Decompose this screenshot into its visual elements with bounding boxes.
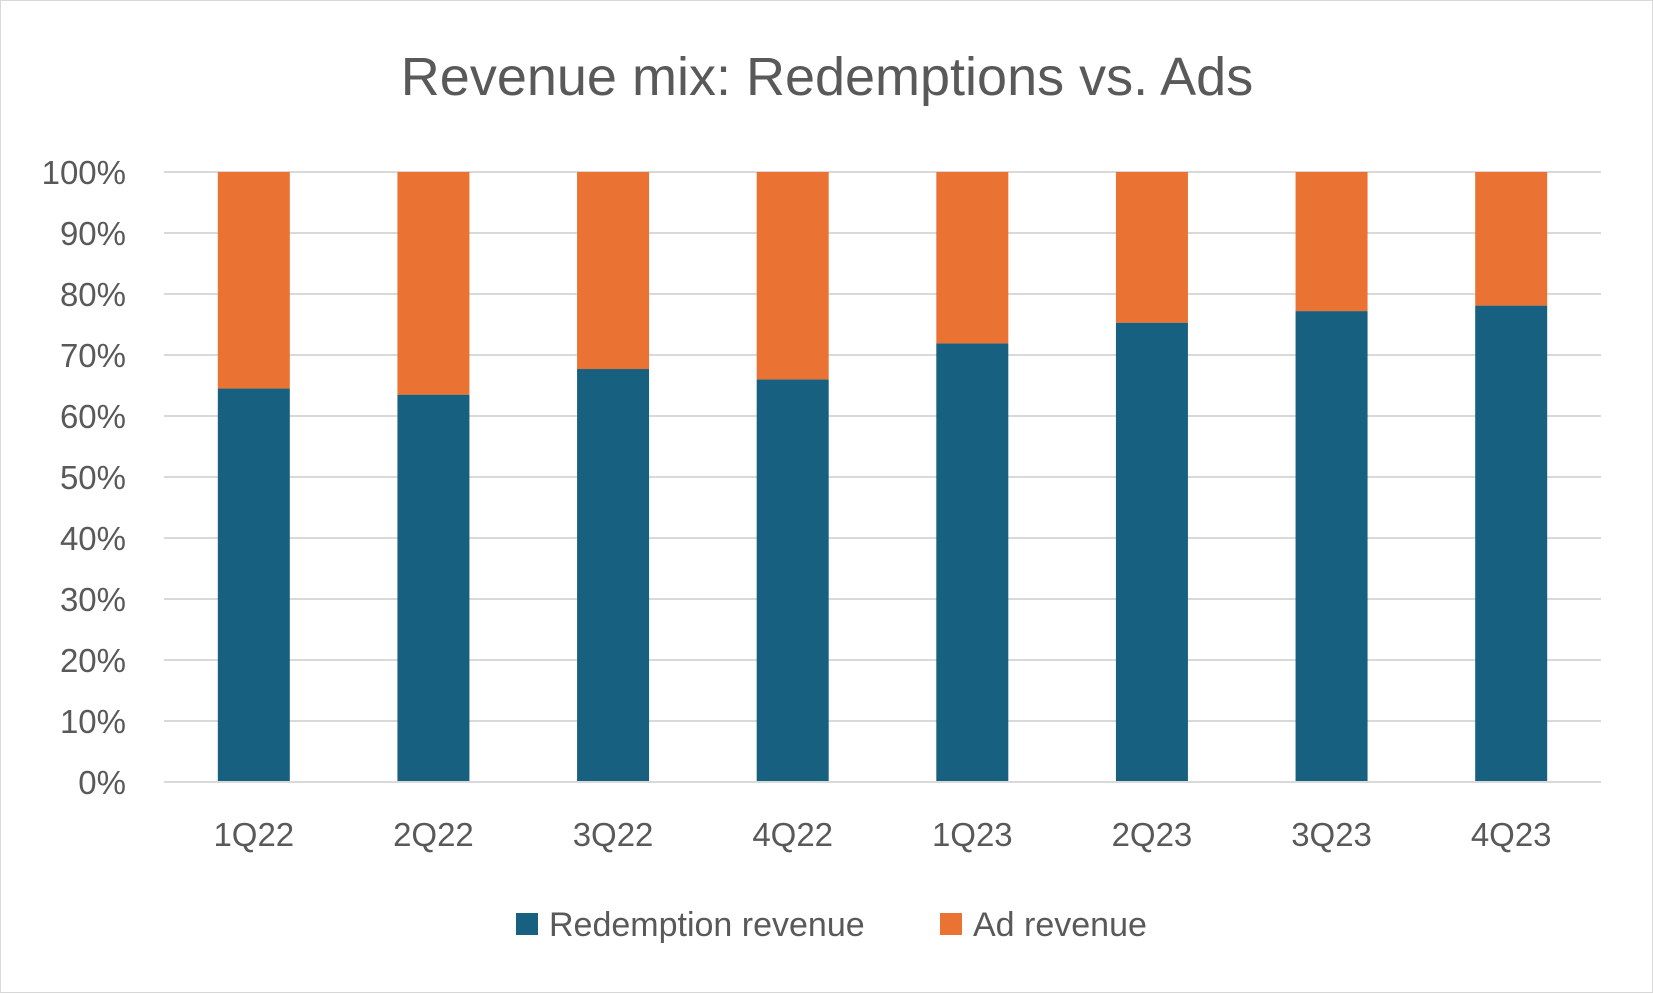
bar-ad-4Q22 — [756, 172, 829, 380]
y-tick-label: 70% — [60, 337, 126, 374]
y-tick-label: 30% — [60, 581, 126, 618]
chart-title: Revenue mix: Redemptions vs. Ads — [401, 47, 1253, 107]
y-tick-label: 0% — [78, 764, 126, 801]
bar-ad-1Q22 — [217, 172, 290, 389]
y-tick-label: 10% — [60, 703, 126, 740]
x-axis: 1Q22 2Q22 3Q22 4Q22 1Q23 2Q23 3Q23 4Q23 — [164, 781, 1601, 853]
x-tick-label: 1Q22 — [213, 816, 294, 853]
bars — [217, 172, 1548, 782]
y-tick-label: 50% — [60, 459, 126, 496]
x-tick-label: 2Q23 — [1112, 816, 1193, 853]
bar-ad-2Q22 — [397, 172, 470, 395]
bar-redemption-3Q23 — [1295, 311, 1368, 782]
bar-ad-3Q22 — [577, 172, 650, 370]
y-tick-label: 60% — [60, 398, 126, 435]
y-tick-label: 80% — [60, 276, 126, 313]
bar-redemption-2Q23 — [1115, 322, 1188, 782]
bar-redemption-4Q23 — [1475, 305, 1548, 782]
y-axis: 0% 10% 20% 30% 40% 50% 60% 70% 80% 90% 100% — [42, 154, 126, 801]
redemption-legend-swatch — [516, 913, 538, 935]
y-tick-label: 100% — [42, 154, 126, 191]
bar-ad-2Q23 — [1115, 172, 1188, 323]
ad-legend-swatch — [940, 913, 962, 935]
bar-redemption-4Q22 — [756, 379, 829, 782]
ad-legend-label: Ad revenue — [973, 906, 1147, 944]
x-tick-label: 3Q23 — [1291, 816, 1372, 853]
bar-redemption-3Q22 — [577, 369, 650, 782]
y-tick-label: 40% — [60, 520, 126, 557]
bar-redemption-1Q23 — [936, 343, 1009, 782]
gridlines — [164, 171, 1601, 783]
x-tick-label: 2Q22 — [393, 816, 474, 853]
x-tick-label: 4Q23 — [1471, 816, 1552, 853]
bar-ad-4Q23 — [1475, 172, 1548, 306]
bar-redemption-1Q22 — [217, 388, 290, 782]
y-tick-label: 90% — [60, 215, 126, 252]
bar-redemption-2Q22 — [397, 394, 470, 782]
x-tick-label: 1Q23 — [932, 816, 1013, 853]
redemption-legend-label: Redemption revenue — [549, 906, 865, 944]
x-tick-label: 3Q22 — [573, 816, 654, 853]
bar-ad-1Q23 — [936, 172, 1009, 344]
y-tick-label: 20% — [60, 642, 126, 679]
bar-ad-3Q23 — [1295, 172, 1368, 312]
x-tick-label: 4Q22 — [752, 816, 833, 853]
legend: Redemption revenue Ad revenue — [516, 906, 1147, 944]
